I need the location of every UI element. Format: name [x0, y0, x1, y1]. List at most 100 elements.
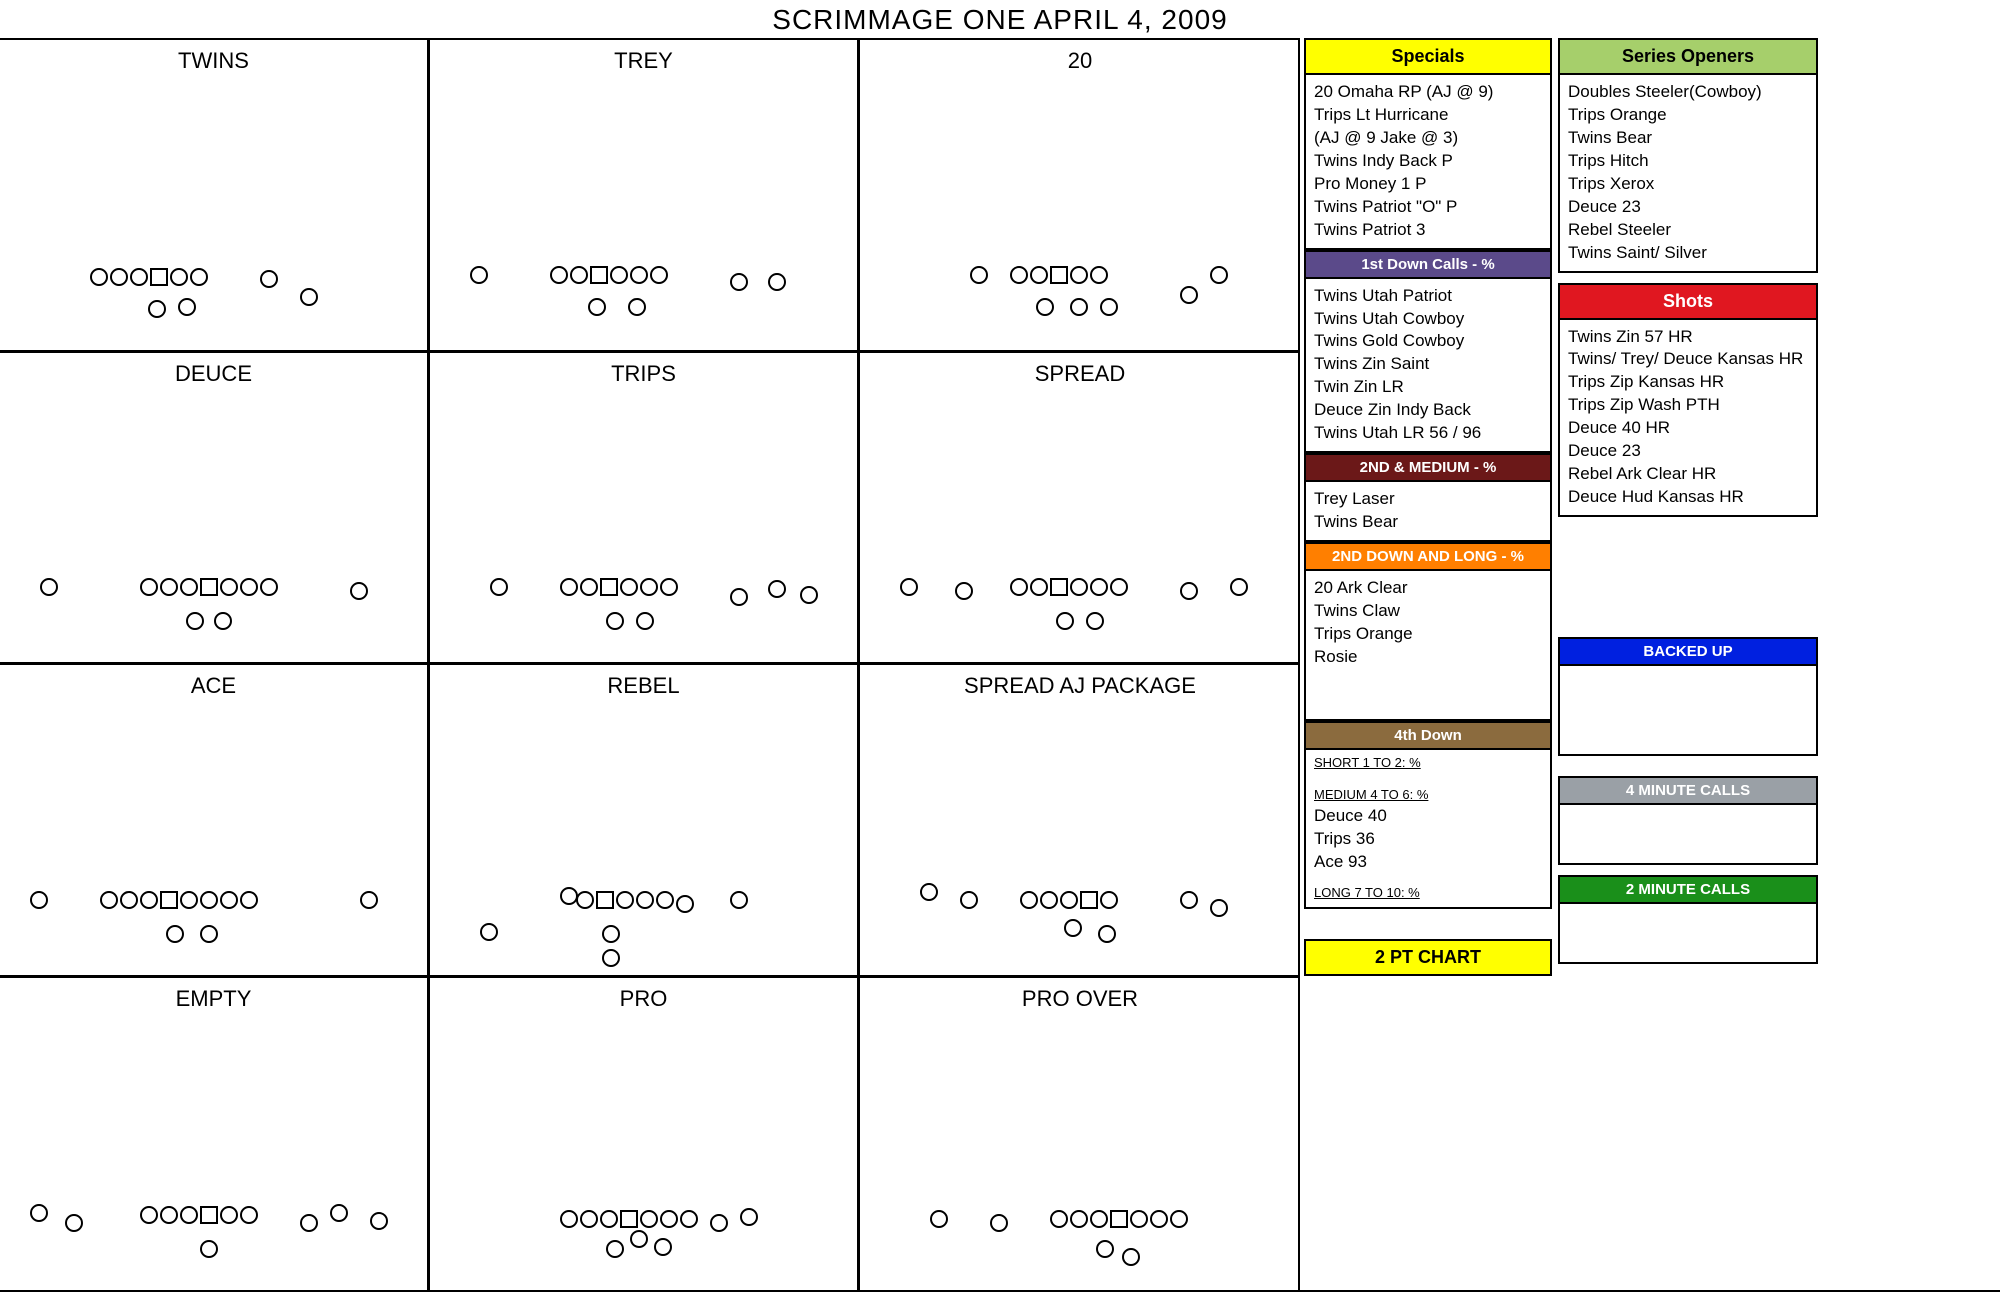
player-marker: [1210, 899, 1228, 917]
center-marker: [150, 268, 168, 286]
player-marker: [120, 891, 138, 909]
center-marker: [200, 578, 218, 596]
player-marker: [1130, 1210, 1148, 1228]
player-marker: [606, 1240, 624, 1258]
player-marker: [955, 582, 973, 600]
player-marker: [1180, 582, 1198, 600]
list-item: Twins Saint/ Silver: [1568, 242, 1808, 265]
list-item: Twins Utah LR 56 / 96: [1314, 422, 1542, 445]
player-marker: [330, 1204, 348, 1222]
player-marker: [190, 268, 208, 286]
first-down-header: 1st Down Calls - %: [1304, 250, 1552, 279]
player-marker: [768, 580, 786, 598]
side-col-a: Specials 20 Omaha RP (AJ @ 9)Trips Lt Hu…: [1304, 38, 1552, 1292]
player-marker: [220, 578, 238, 596]
formation-title: PRO: [430, 986, 857, 1012]
player-marker: [1040, 891, 1058, 909]
center-marker: [590, 266, 608, 284]
list-item: Deuce 40: [1314, 805, 1542, 828]
center-marker: [620, 1210, 638, 1228]
player-marker: [1096, 1240, 1114, 1258]
list-item: Twins Claw: [1314, 600, 1542, 623]
player-marker: [1036, 298, 1054, 316]
center-marker: [1050, 266, 1068, 284]
player-marker: [160, 578, 178, 596]
player-marker: [636, 891, 654, 909]
backed-up-header: BACKED UP: [1558, 637, 1818, 666]
list-item: Trips 36: [1314, 828, 1542, 851]
formation-title: SPREAD AJ PACKAGE: [860, 673, 1300, 699]
list-item: Rebel Steeler: [1568, 219, 1808, 242]
player-marker: [1110, 578, 1128, 596]
player-marker: [1050, 1210, 1068, 1228]
player-marker: [730, 273, 748, 291]
player-marker: [616, 891, 634, 909]
list-item: Deuce Zin Indy Back: [1314, 399, 1542, 422]
backed-up-box: [1558, 666, 1818, 756]
player-marker: [560, 1210, 578, 1228]
player-marker: [200, 925, 218, 943]
player-marker: [140, 1206, 158, 1224]
list-item: Trips Lt Hurricane: [1314, 104, 1542, 127]
side-col-b: Series Openers Doubles Steeler(Cowboy)Tr…: [1558, 38, 1818, 1292]
two-pt-header: 2 PT CHART: [1304, 939, 1552, 976]
player-marker: [990, 1214, 1008, 1232]
player-marker: [1180, 891, 1198, 909]
fourth-sub-med: MEDIUM 4 TO 6: %: [1306, 782, 1550, 804]
player-marker: [730, 588, 748, 606]
player-marker: [580, 1210, 598, 1228]
fourth-sub-short: SHORT 1 TO 2: %: [1306, 750, 1550, 772]
player-marker: [1064, 919, 1082, 937]
player-marker: [570, 266, 588, 284]
player-marker: [560, 578, 578, 596]
player-marker: [140, 891, 158, 909]
formation-title: REBEL: [430, 673, 857, 699]
openers-list: Doubles Steeler(Cowboy)Trips OrangeTwins…: [1558, 75, 1818, 273]
list-item: Twins Zin Saint: [1314, 353, 1542, 376]
player-marker: [768, 273, 786, 291]
center-marker: [1080, 891, 1098, 909]
list-item: (AJ @ 9 Jake @ 3): [1314, 127, 1542, 150]
player-marker: [240, 1206, 258, 1224]
list-item: Twins Zin 57 HR: [1568, 326, 1808, 349]
formation-title: SPREAD: [860, 361, 1300, 387]
shots-header: Shots: [1558, 283, 1818, 320]
player-marker: [640, 1210, 658, 1228]
list-item: 20 Omaha RP (AJ @ 9): [1314, 81, 1542, 104]
player-marker: [610, 266, 628, 284]
player-marker: [186, 612, 204, 630]
formation-cell: ACE: [0, 665, 430, 978]
player-marker: [656, 891, 674, 909]
center-marker: [600, 578, 618, 596]
player-marker: [710, 1214, 728, 1232]
player-marker: [1122, 1248, 1140, 1266]
player-marker: [550, 266, 568, 284]
player-marker: [602, 949, 620, 967]
list-item: Deuce 40 HR: [1568, 417, 1808, 440]
player-marker: [240, 578, 258, 596]
player-marker: [630, 266, 648, 284]
player-marker: [470, 266, 488, 284]
list-item: Pro Money 1 P: [1314, 173, 1542, 196]
player-marker: [602, 925, 620, 943]
player-marker: [650, 266, 668, 284]
player-marker: [1100, 298, 1118, 316]
center-marker: [596, 891, 614, 909]
formation-diagram: [860, 528, 1300, 648]
player-marker: [170, 268, 188, 286]
list-item: Ace 93: [1314, 851, 1542, 874]
player-marker: [480, 923, 498, 941]
player-marker: [148, 300, 166, 318]
first-down-list: Twins Utah PatriotTwins Utah CowboyTwins…: [1304, 279, 1552, 454]
player-marker: [640, 578, 658, 596]
player-marker: [160, 1206, 178, 1224]
formation-cell: TWINS: [0, 40, 430, 353]
player-marker: [660, 1210, 678, 1228]
player-marker: [740, 1208, 758, 1226]
player-marker: [1098, 925, 1116, 943]
formation-diagram: [0, 1156, 427, 1276]
player-marker: [1070, 298, 1088, 316]
formation-cell: TREY: [430, 40, 860, 353]
formation-cell: DEUCE: [0, 353, 430, 666]
player-marker: [680, 1210, 698, 1228]
